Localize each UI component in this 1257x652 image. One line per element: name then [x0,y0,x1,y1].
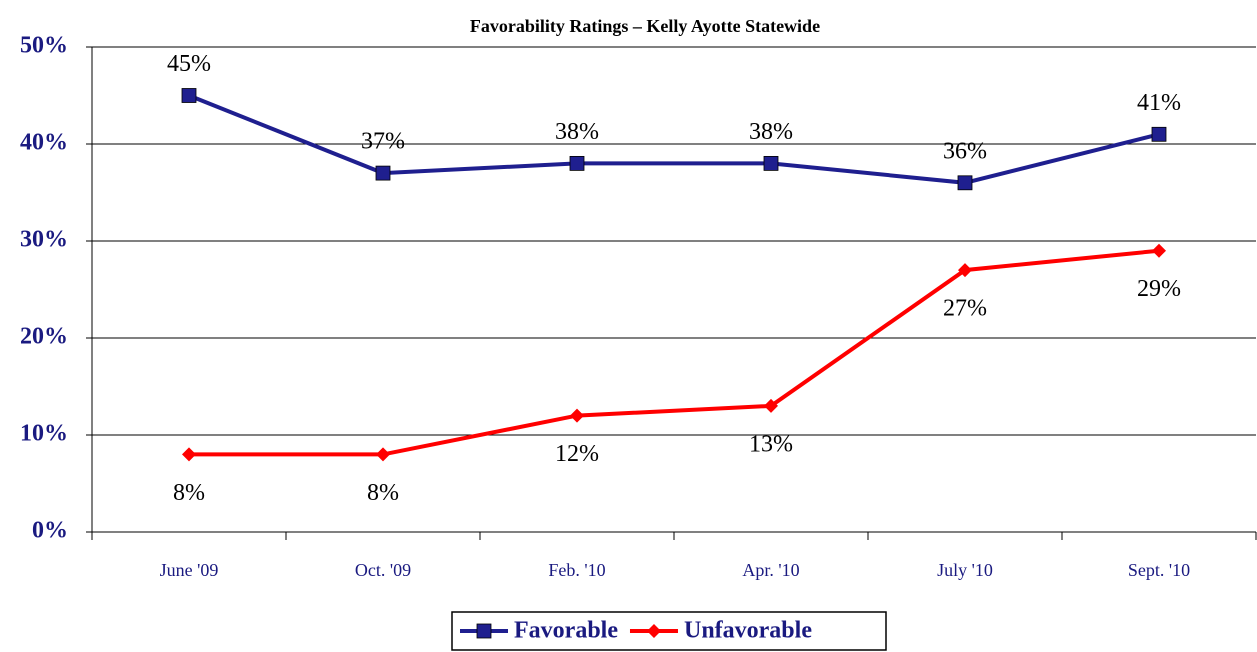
data-label: 8% [173,480,205,506]
data-label: 27% [943,296,987,322]
data-label: 13% [749,431,793,457]
data-label: 8% [367,480,399,506]
marker [764,398,778,413]
data-label: 41% [1137,90,1181,116]
marker [646,624,661,638]
marker [376,447,390,462]
y-tick-label: 20% [20,324,68,350]
legend-label: Favorable [514,618,618,644]
x-tick-label: Sept. '10 [1128,560,1190,580]
y-tick-label: 0% [32,518,68,544]
data-label: 38% [749,119,793,145]
x-tick-label: Oct. '09 [355,560,411,580]
legend-label: Unfavorable [684,618,812,644]
x-tick-label: Apr. '10 [742,560,799,580]
data-label: 38% [555,119,599,145]
marker [182,447,196,462]
marker [763,155,779,171]
y-tick-label: 10% [20,421,68,447]
marker [570,408,584,423]
series-line [189,248,1160,457]
marker [375,165,391,181]
data-label: 29% [1137,276,1181,302]
data-label: 12% [555,441,599,467]
chart-title: Favorability Ratings – Kelly Ayotte Stat… [470,16,820,36]
y-tick-label: 50% [20,33,68,59]
data-label: 37% [361,129,405,155]
series-line [188,93,1160,185]
marker [1152,243,1166,258]
marker [1151,126,1167,142]
data-label: 36% [943,138,987,164]
y-tick-label: 30% [20,227,68,253]
marker [181,88,197,103]
marker [957,175,973,191]
x-tick-label: July '10 [937,560,993,580]
x-tick-label: June '09 [160,560,219,580]
marker [476,623,492,639]
marker [569,155,585,171]
y-tick-label: 40% [20,130,68,156]
x-tick-label: Feb. '10 [548,560,605,580]
data-label: 45% [167,51,211,77]
marker [958,263,972,278]
